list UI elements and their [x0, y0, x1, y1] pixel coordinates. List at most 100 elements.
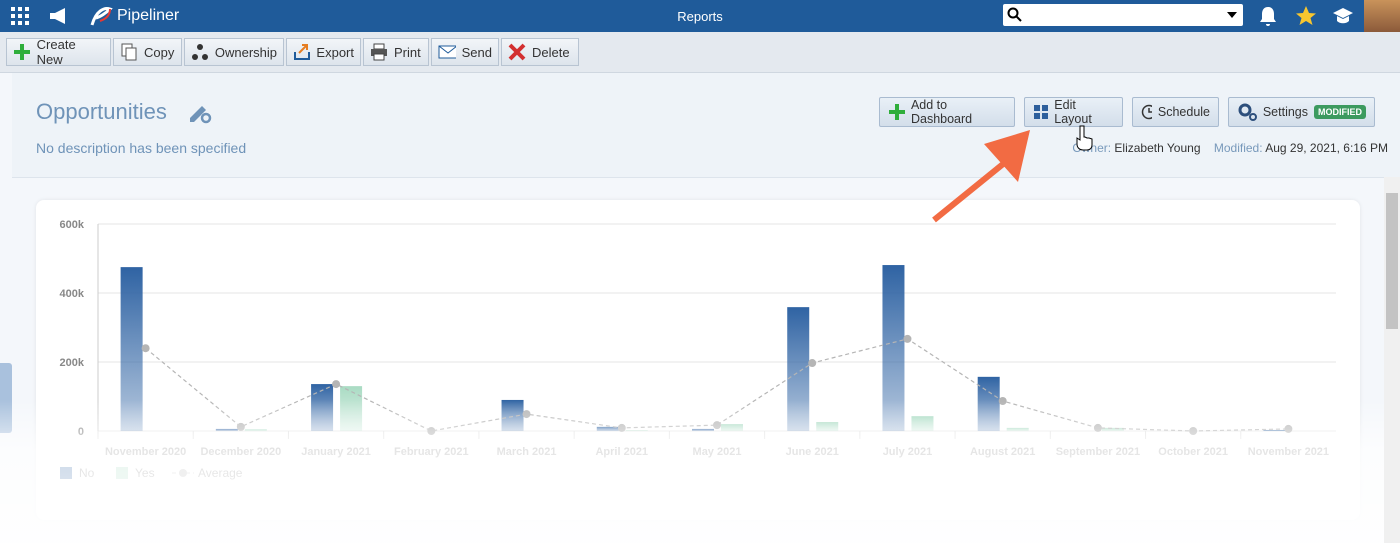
action-button[interactable]: Edit Layout — [1024, 97, 1123, 127]
side-handle[interactable] — [0, 363, 12, 433]
avatar[interactable] — [1364, 0, 1400, 32]
icon — [438, 45, 456, 59]
bell-icon[interactable] — [1258, 5, 1278, 27]
scrollbar[interactable] — [1384, 177, 1400, 543]
bar — [120, 267, 143, 431]
average-point — [713, 421, 721, 430]
average-point — [808, 359, 817, 368]
owner: Elizabeth Young — [1114, 141, 1201, 155]
y-tick-label: 0 — [78, 426, 84, 438]
x-tick-label: November 2021 — [1248, 446, 1329, 458]
average-point — [903, 334, 912, 343]
modified: Aug 29, 2021, 6:16 PM — [1265, 141, 1388, 155]
bar — [721, 424, 743, 431]
annotation-arrow — [932, 125, 1093, 223]
x-tick-label: February 2021 — [394, 446, 469, 458]
bar — [911, 416, 934, 431]
average-point — [1284, 424, 1293, 433]
bar — [215, 428, 238, 431]
icon — [1034, 105, 1048, 119]
action-button[interactable]: Schedule — [1132, 97, 1219, 127]
report-header: Opportunities No description has been sp… — [12, 73, 1400, 178]
badge: MODIFIED — [1314, 105, 1366, 119]
bar — [977, 376, 1000, 431]
x-tick-label: June 2021 — [786, 446, 839, 458]
report-description: No description has been specified — [36, 140, 247, 156]
label: Add to Dashboard — [910, 98, 973, 126]
icon — [1238, 103, 1257, 121]
label: Create New — [36, 37, 76, 67]
announce-icon[interactable] — [48, 6, 70, 26]
x-tick-label: September 2021 — [1056, 446, 1140, 458]
bar — [311, 384, 334, 431]
average-point — [1189, 427, 1198, 435]
legend-label: Average — [198, 466, 243, 480]
edit-icon[interactable] — [188, 100, 214, 126]
y-tick-label: 600k — [60, 219, 85, 231]
icon — [121, 43, 137, 61]
x-tick-label: October 2021 — [1158, 446, 1228, 458]
legend-swatch — [116, 467, 128, 479]
average-point — [522, 410, 531, 419]
legend-label: Yes — [135, 466, 155, 480]
average-point — [998, 396, 1007, 405]
toolbar-button[interactable]: Copy — [113, 38, 182, 66]
x-tick-label: July 2021 — [883, 446, 933, 458]
toolbar-button[interactable]: Delete — [501, 38, 579, 66]
bar — [1101, 427, 1124, 431]
label: Settings — [1262, 105, 1308, 119]
x-tick-label: May 2021 — [693, 446, 742, 458]
toolbar-button[interactable]: Create New — [6, 37, 111, 67]
icon — [14, 44, 30, 60]
star-icon[interactable] — [1295, 5, 1317, 27]
bar — [787, 307, 810, 431]
bar — [692, 428, 714, 431]
icon — [371, 43, 387, 61]
label: Delete — [532, 44, 570, 60]
icon — [508, 43, 526, 61]
toolbar-button[interactable]: Send — [431, 38, 499, 66]
legend-swatch — [179, 469, 187, 477]
search-box[interactable] — [1003, 4, 1243, 26]
bar — [625, 430, 648, 431]
average-point — [141, 344, 150, 353]
label: Copy — [144, 44, 175, 60]
y-tick-label: 400k — [60, 288, 85, 300]
x-tick-label: December 2020 — [200, 446, 281, 458]
average-point — [332, 380, 341, 389]
average-point — [1093, 423, 1102, 432]
average-point — [617, 423, 626, 432]
icon — [1141, 104, 1152, 120]
academy-icon[interactable] — [1332, 6, 1354, 26]
label: Send — [461, 44, 492, 60]
icon — [889, 104, 905, 120]
top-bar: Pipeliner Reports — [0, 0, 1400, 32]
bar — [1263, 429, 1286, 431]
logo — [90, 7, 113, 26]
scroll-thumb[interactable] — [1386, 193, 1398, 329]
app-name: Pipeliner — [117, 7, 180, 24]
chart: 0 200k 400k 600k November 2020 December 2020 J… — [60, 219, 1336, 480]
label: Edit Layout — [1054, 98, 1092, 126]
search-icon — [1007, 7, 1022, 22]
toolbar-button[interactable]: Ownership — [184, 38, 284, 66]
label: Schedule — [1157, 105, 1210, 119]
x-tick-label: January 2021 — [301, 446, 371, 458]
page-title: Reports — [677, 9, 723, 24]
meta: Owner: Elizabeth Young Modified: Aug 29,… — [1072, 141, 1388, 155]
bar — [1006, 427, 1029, 431]
toolbar-button[interactable]: Export — [286, 38, 361, 66]
dropdown-icon — [1227, 12, 1237, 18]
label: Print — [394, 44, 421, 60]
chart-card: 0 200k 400k 600k November 2020 December 2020 J… — [36, 200, 1360, 520]
action-button[interactable]: Settings MODIFIED — [1228, 97, 1375, 127]
toolbar-button[interactable]: Print — [363, 38, 429, 66]
modified-label: Modified: — [1213, 141, 1263, 155]
label: Export — [316, 44, 354, 60]
x-tick-label: August 2021 — [970, 446, 1035, 458]
action-button[interactable]: Add to Dashboard — [879, 97, 1015, 127]
label: Ownership — [214, 44, 277, 60]
apps-icon[interactable] — [10, 6, 30, 26]
toolbar: Create New Copy Ownership Export Print S… — [0, 32, 1400, 73]
